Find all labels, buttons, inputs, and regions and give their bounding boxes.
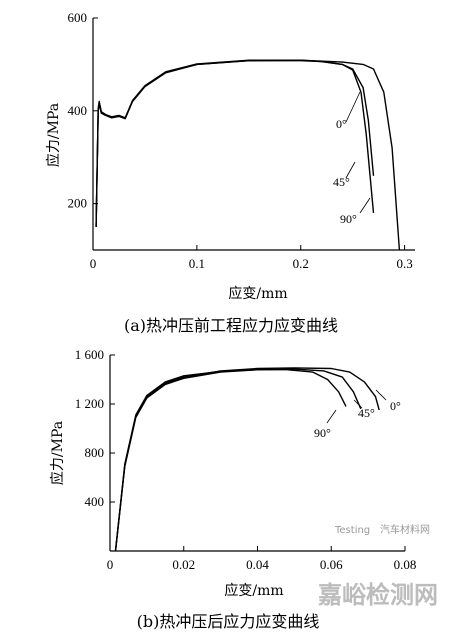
y-tick-label: 800 <box>85 445 105 460</box>
y-tick-label: 400 <box>85 494 105 509</box>
chart-b-ann-90: 90° <box>314 426 331 440</box>
chart-b-caption: (b)热冲压后应力应变曲线 <box>137 612 320 631</box>
watermark-sub-prefix: Testing <box>334 525 370 536</box>
y-tick-label: 600 <box>68 10 88 25</box>
chart-b-leader-0 <box>375 389 387 401</box>
series-line-45° <box>114 368 362 552</box>
x-tick-label: 0.06 <box>320 557 343 572</box>
series-line-0° <box>95 60 375 227</box>
chart-a-annotations: 0° 45° 90° <box>333 91 371 226</box>
y-tick-label: 1 600 <box>75 347 104 362</box>
x-tick-label: 0.02 <box>172 557 195 572</box>
chart-a-leader-90 <box>359 197 371 214</box>
chart-a-x-ticks: 0 0.1 0.2 0.3 <box>90 245 413 271</box>
chart-b-series <box>114 367 380 552</box>
y-tick-label: 1 200 <box>75 396 104 411</box>
x-tick-label: 0 <box>107 557 114 572</box>
chart-a-y-label: 应力/MPa <box>45 103 62 167</box>
x-tick-label: 0.08 <box>394 557 417 572</box>
chart-b-x-ticks: 0 0.02 0.04 0.06 0.08 <box>107 546 417 572</box>
chart-a-series <box>95 59 401 251</box>
chart-a-ann-45: 45° <box>333 175 350 189</box>
chart-a-leader-45 <box>345 161 356 179</box>
x-tick-label: 0.1 <box>189 256 205 271</box>
x-tick-label: 0.04 <box>246 557 269 572</box>
watermark: 嘉峪检测网 Testing 汽车材料网 <box>318 523 438 609</box>
chart-a-ann-90: 90° <box>340 212 357 226</box>
chart-b-ann-45: 45° <box>358 406 375 420</box>
x-tick-label: 0.3 <box>396 256 412 271</box>
series-line-90° <box>114 369 347 552</box>
y-tick-label: 400 <box>68 103 88 118</box>
chart-a-x-label: 应变/mm <box>228 285 287 302</box>
series-line-90° <box>95 59 401 251</box>
chart-a-caption: (a)热冲压前工程应力应变曲线 <box>124 316 338 335</box>
watermark-main: 嘉峪检测网 <box>318 581 438 609</box>
chart-b-y-ticks: 400 800 1 200 1 600 <box>75 347 115 509</box>
chart-b-x-label: 应变/mm <box>224 582 283 599</box>
chart-a-ann-0: 0° <box>336 117 347 131</box>
x-tick-label: 0.2 <box>293 256 309 271</box>
chart-a-leader-0 <box>345 91 361 123</box>
chart-a: 200 400 600 0 0.1 0.2 0.3 0° 45° 90° 应力/MPa 应… <box>45 10 415 335</box>
x-tick-label: 0 <box>90 256 97 271</box>
chart-b-y-label: 应力/MPa <box>49 421 66 485</box>
chart-b-ann-0: 0° <box>390 399 401 413</box>
watermark-sub: 汽车材料网 <box>380 523 430 536</box>
chart-a-y-ticks: 200 400 600 <box>68 10 98 211</box>
chart-b-leader-45 <box>353 399 363 409</box>
series-line-45° <box>95 59 375 227</box>
y-tick-label: 200 <box>68 196 88 211</box>
chart-b-annotations: 0° 45° 90° <box>314 389 401 440</box>
chart-b: 400 800 1 200 1 600 0 0.02 0.04 0.06 0.08 0° 45… <box>49 347 416 631</box>
chart-b-leader-90 <box>326 409 337 424</box>
